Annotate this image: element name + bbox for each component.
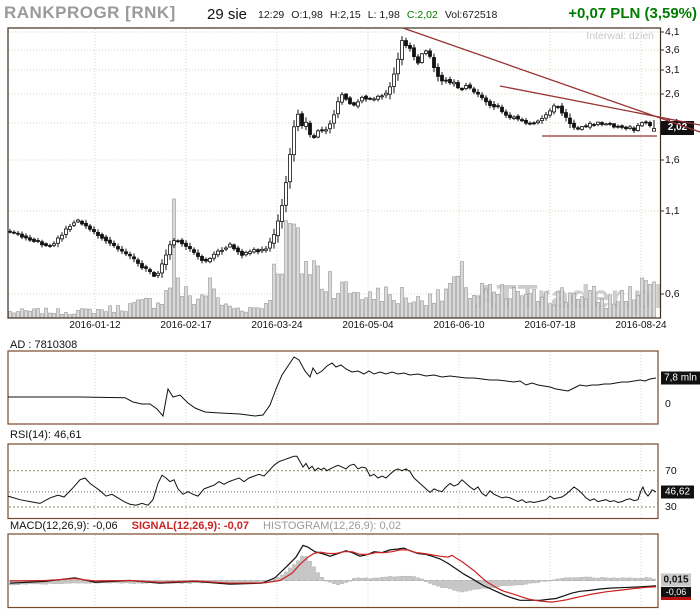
quote-open: O:1,98 [291, 9, 323, 21]
y-axis-label: 0,6 [665, 288, 680, 300]
quote-date: 29 sie [207, 6, 248, 23]
quote-volume: Vol:672518 [444, 9, 498, 21]
y-axis-label: 1,1 [665, 205, 680, 217]
x-axis-label: 2016-02-17 [160, 320, 212, 331]
instrument-title: RANKPROGR [RNK] [4, 3, 176, 22]
ad-zero-label: 0 [665, 398, 671, 410]
ad-indicator-title: AD : 7810308 [10, 339, 78, 351]
quote-summary: 12:29 O:1,98 H:2,15 L: 1,98 C:2,02 Vol:672518 [258, 9, 504, 21]
y-axis-label: 4,1 [665, 26, 680, 38]
x-axis-label: 2016-03-24 [251, 320, 303, 331]
rsi-indicator-title: RSI(14): 46,61 [10, 429, 82, 441]
x-axis-label: 2016-05-04 [342, 320, 394, 331]
rsi-lower-label: 30 [665, 501, 677, 513]
x-axis-label: 2016-07-18 [524, 320, 576, 331]
quote-low: L: 1,98 [367, 9, 400, 21]
histogram-value-badge: 0,015 [661, 573, 691, 587]
y-axis-label: 1,6 [665, 154, 680, 166]
signal-value-badge [661, 597, 691, 600]
y-axis-label: 3,1 [665, 64, 680, 76]
x-axis-label: 2016-01-12 [69, 320, 121, 331]
histogram-label: HISTOGRAM(12,26,9): 0,02 [262, 520, 401, 532]
y-axis-label: 2,6 [665, 88, 680, 100]
quote-close: C:2,02 [406, 9, 438, 21]
macd-value-badge: -0,06 [661, 587, 691, 597]
rsi-upper-label: 70 [665, 465, 677, 477]
quote-high: H:2,15 [329, 9, 361, 21]
signal-label: SIGNAL(12,26,9): -0,07 [131, 520, 249, 532]
x-axis-label: 2016-06-10 [433, 320, 485, 331]
rsi-value-badge: 46,62 [661, 485, 694, 499]
macd-label: MACD(12,26,9): -0,06 [10, 520, 118, 532]
y-axis-label: 3,6 [665, 44, 680, 56]
ad-value-badge: 7,8 mln [661, 371, 700, 385]
price-change: +0,07 PLN (3,59%) [568, 5, 697, 22]
quote-time: 12:29 [258, 9, 285, 21]
interval-label: Interwał: dzień [586, 30, 654, 42]
last-price-badge: 2,02 [661, 121, 694, 135]
x-axis-label: 2016-08-24 [615, 320, 667, 331]
macd-indicator-titles: MACD(12,26,9): -0,06 SIGNAL(12,26,9): -0,… [10, 520, 415, 532]
